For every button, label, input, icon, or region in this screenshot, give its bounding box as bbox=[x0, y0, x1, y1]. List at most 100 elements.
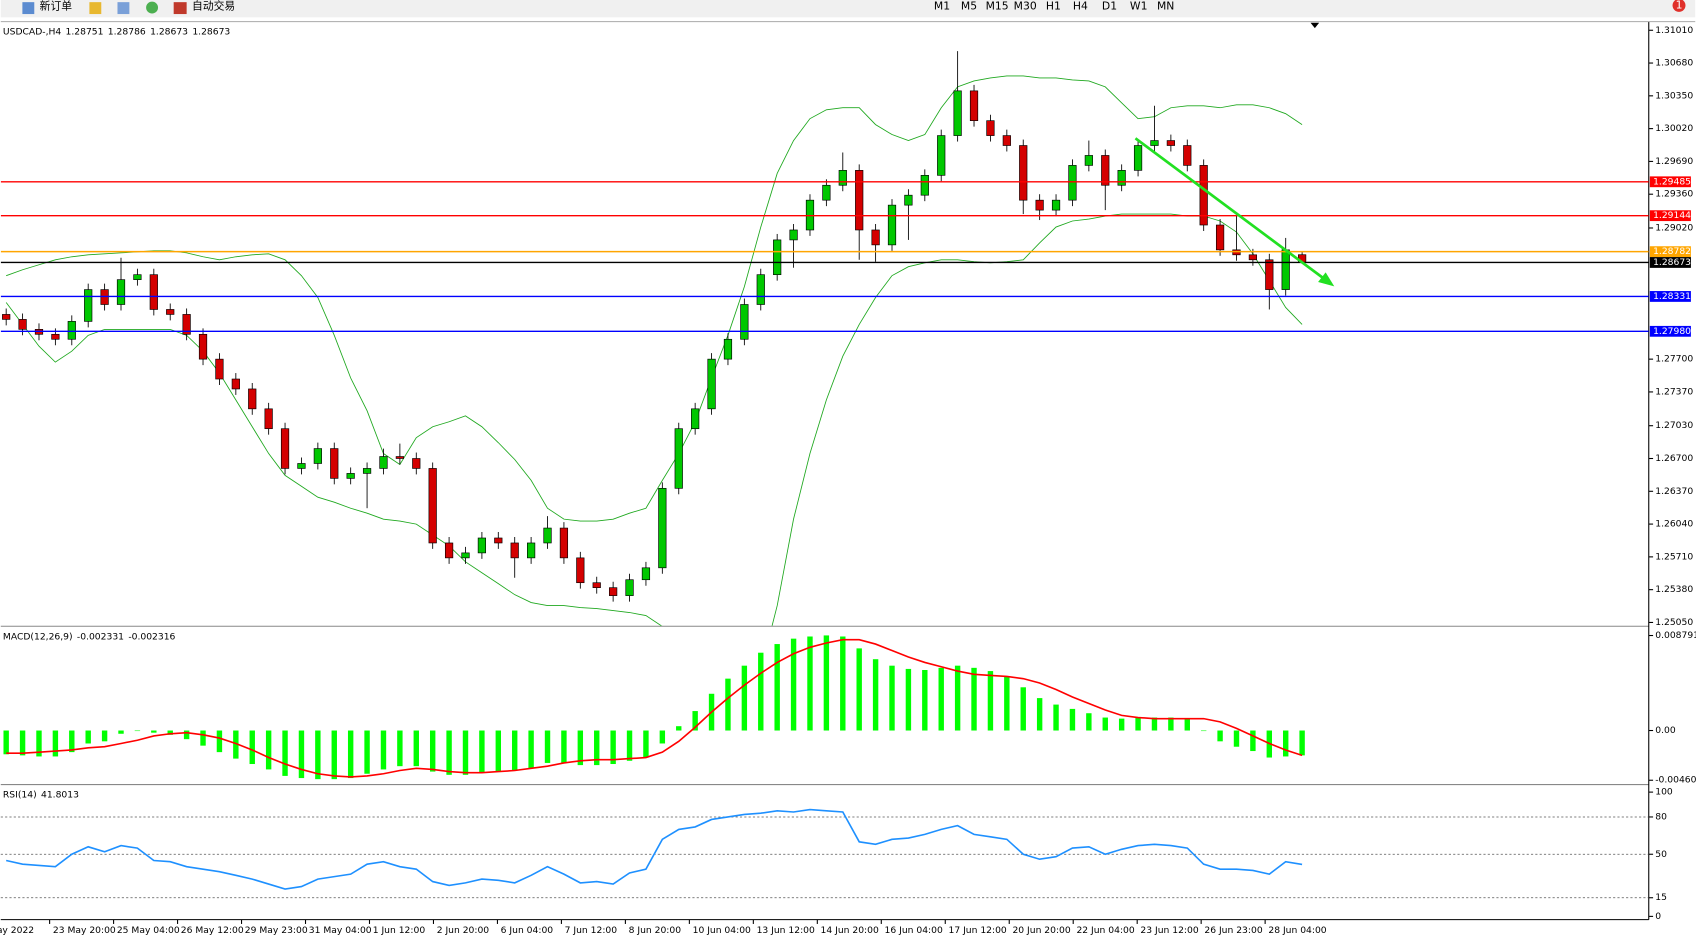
candle-body bbox=[133, 274, 142, 280]
y-tick-label: 1.25380 bbox=[1655, 584, 1693, 595]
auto-trading-button[interactable]: 自动交易 bbox=[192, 0, 235, 12]
y-tick-label: -0.004601 bbox=[1655, 775, 1696, 786]
candle-body bbox=[1002, 135, 1011, 146]
x-tick-label: 16 Jun 04:00 bbox=[885, 925, 943, 936]
timeframe-button[interactable]: D1 bbox=[1102, 0, 1117, 12]
macd-bar bbox=[512, 730, 518, 771]
toolbar: 新订单 自动交易 M1 M5 M15 M30 H1 H4 D1 W1 MN 1 bbox=[0, 0, 1696, 18]
arrow-head bbox=[1318, 272, 1335, 287]
macd-bar bbox=[315, 730, 321, 780]
candle-body bbox=[822, 184, 831, 201]
x-tick-label: 22 Jun 04:00 bbox=[1076, 925, 1134, 936]
alert-badge[interactable] bbox=[1672, 0, 1686, 12]
candle-body bbox=[477, 537, 487, 554]
candle-body bbox=[953, 90, 962, 136]
candle-body bbox=[756, 274, 765, 305]
y-tick-label: 0.00 bbox=[1655, 725, 1676, 736]
macd-bar bbox=[889, 665, 895, 731]
rsi-line bbox=[6, 808, 1303, 890]
macd-bar bbox=[725, 678, 731, 731]
timeframe-button[interactable]: MN bbox=[1157, 0, 1174, 12]
macd-bar bbox=[1086, 713, 1092, 731]
timeframe-button[interactable]: H1 bbox=[1046, 0, 1061, 12]
timeframe-button[interactable]: H4 bbox=[1073, 0, 1088, 12]
new-order-icon[interactable] bbox=[22, 2, 35, 15]
toolbar-icon[interactable] bbox=[89, 2, 102, 15]
y-tick-label: 1.25710 bbox=[1655, 551, 1693, 562]
candle-body bbox=[986, 120, 995, 136]
candle-body bbox=[280, 428, 290, 469]
toolbar-icon[interactable] bbox=[117, 2, 130, 15]
macd-bar bbox=[265, 730, 272, 770]
candle-body bbox=[527, 542, 536, 559]
candle-body bbox=[1248, 254, 1258, 261]
panel-title: RSI(14) bbox=[3, 789, 37, 800]
macd-bar bbox=[987, 671, 994, 731]
candle-body bbox=[231, 378, 240, 390]
macd-bar bbox=[1020, 687, 1026, 731]
timeframe-button[interactable]: M15 bbox=[986, 0, 1009, 12]
price-level-tag bbox=[1649, 291, 1691, 302]
candle-body bbox=[116, 279, 126, 305]
macd-bar bbox=[364, 730, 370, 774]
header-value: 1.28673 bbox=[192, 26, 230, 37]
candle-body bbox=[67, 321, 76, 340]
macd-bar bbox=[200, 730, 206, 746]
panel-title: MACD(12,26,9) bbox=[3, 631, 73, 642]
macd-bar bbox=[905, 668, 912, 731]
candle-body bbox=[166, 309, 175, 315]
candle-body bbox=[510, 542, 519, 559]
timeframe-button[interactable]: W1 bbox=[1130, 0, 1148, 12]
y-tick-label: 1.30680 bbox=[1655, 58, 1693, 69]
macd-bar bbox=[544, 730, 551, 763]
toolbar-icon[interactable] bbox=[146, 1, 159, 14]
price-level-tag bbox=[1649, 210, 1691, 222]
x-tick-label: 13 Jun 12:00 bbox=[757, 925, 815, 936]
y-tick-label: 1.27370 bbox=[1655, 386, 1693, 397]
x-tick-label: 6 Jun 04:00 bbox=[501, 925, 554, 936]
candle-body bbox=[297, 463, 306, 469]
header-value: -0.002331 bbox=[77, 631, 124, 642]
macd-bar bbox=[101, 730, 108, 742]
candle-body bbox=[1183, 145, 1192, 166]
candle-body bbox=[1199, 165, 1208, 226]
candle-body bbox=[379, 456, 388, 469]
timeframes: M1 M5 M15 M30 H1 H4 D1 W1 MN bbox=[934, 0, 1174, 12]
y-tick-label: 1.30350 bbox=[1655, 90, 1693, 101]
candle-body bbox=[313, 448, 322, 464]
macd-bar bbox=[692, 711, 698, 731]
macd-bar bbox=[118, 730, 124, 734]
price-level-tag bbox=[1649, 176, 1691, 188]
alert-count[interactable]: 1 bbox=[1676, 0, 1683, 11]
candle-body bbox=[2, 314, 11, 320]
timeframe-button[interactable]: M5 bbox=[961, 0, 977, 12]
macd-bar bbox=[577, 730, 584, 766]
x-tick-label: 26 May 12:00 bbox=[181, 925, 244, 936]
candle-body bbox=[920, 175, 929, 196]
macd-bar bbox=[446, 730, 452, 775]
macd-bar bbox=[643, 730, 649, 758]
macd-bar bbox=[1053, 704, 1059, 731]
timeframe-button[interactable]: M1 bbox=[934, 0, 950, 12]
macd-bar bbox=[922, 670, 928, 731]
candle-body bbox=[773, 239, 782, 276]
macd-bar bbox=[840, 636, 846, 731]
candle-body bbox=[330, 448, 339, 479]
rsi-panel bbox=[0, 808, 1649, 899]
auto-trading-icon[interactable] bbox=[173, 2, 187, 15]
candle-body bbox=[723, 338, 733, 360]
x-tick-label: 28 Jun 04:00 bbox=[1268, 925, 1326, 936]
candle-body bbox=[871, 229, 880, 246]
header-value: 1.28751 bbox=[66, 26, 104, 37]
price-level-label: 1.29485 bbox=[1653, 176, 1691, 187]
price-level-label: 1.28331 bbox=[1653, 291, 1691, 302]
candle-body bbox=[444, 542, 454, 559]
macd-bar bbox=[1283, 730, 1289, 757]
timeframe-button[interactable]: M30 bbox=[1014, 0, 1037, 12]
new-order-button[interactable]: 新订单 bbox=[40, 0, 73, 12]
candle-body bbox=[215, 358, 224, 380]
macd-bar bbox=[758, 652, 764, 731]
signal-line bbox=[6, 638, 1303, 778]
x-tick-label: 26 Jun 23:00 bbox=[1204, 925, 1262, 936]
candle-body bbox=[969, 90, 979, 122]
